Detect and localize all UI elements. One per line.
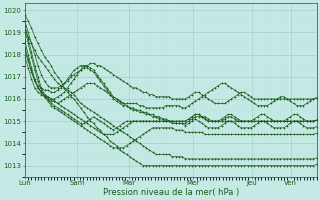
X-axis label: Pression niveau de la mer( hPa ): Pression niveau de la mer( hPa )	[103, 188, 239, 197]
